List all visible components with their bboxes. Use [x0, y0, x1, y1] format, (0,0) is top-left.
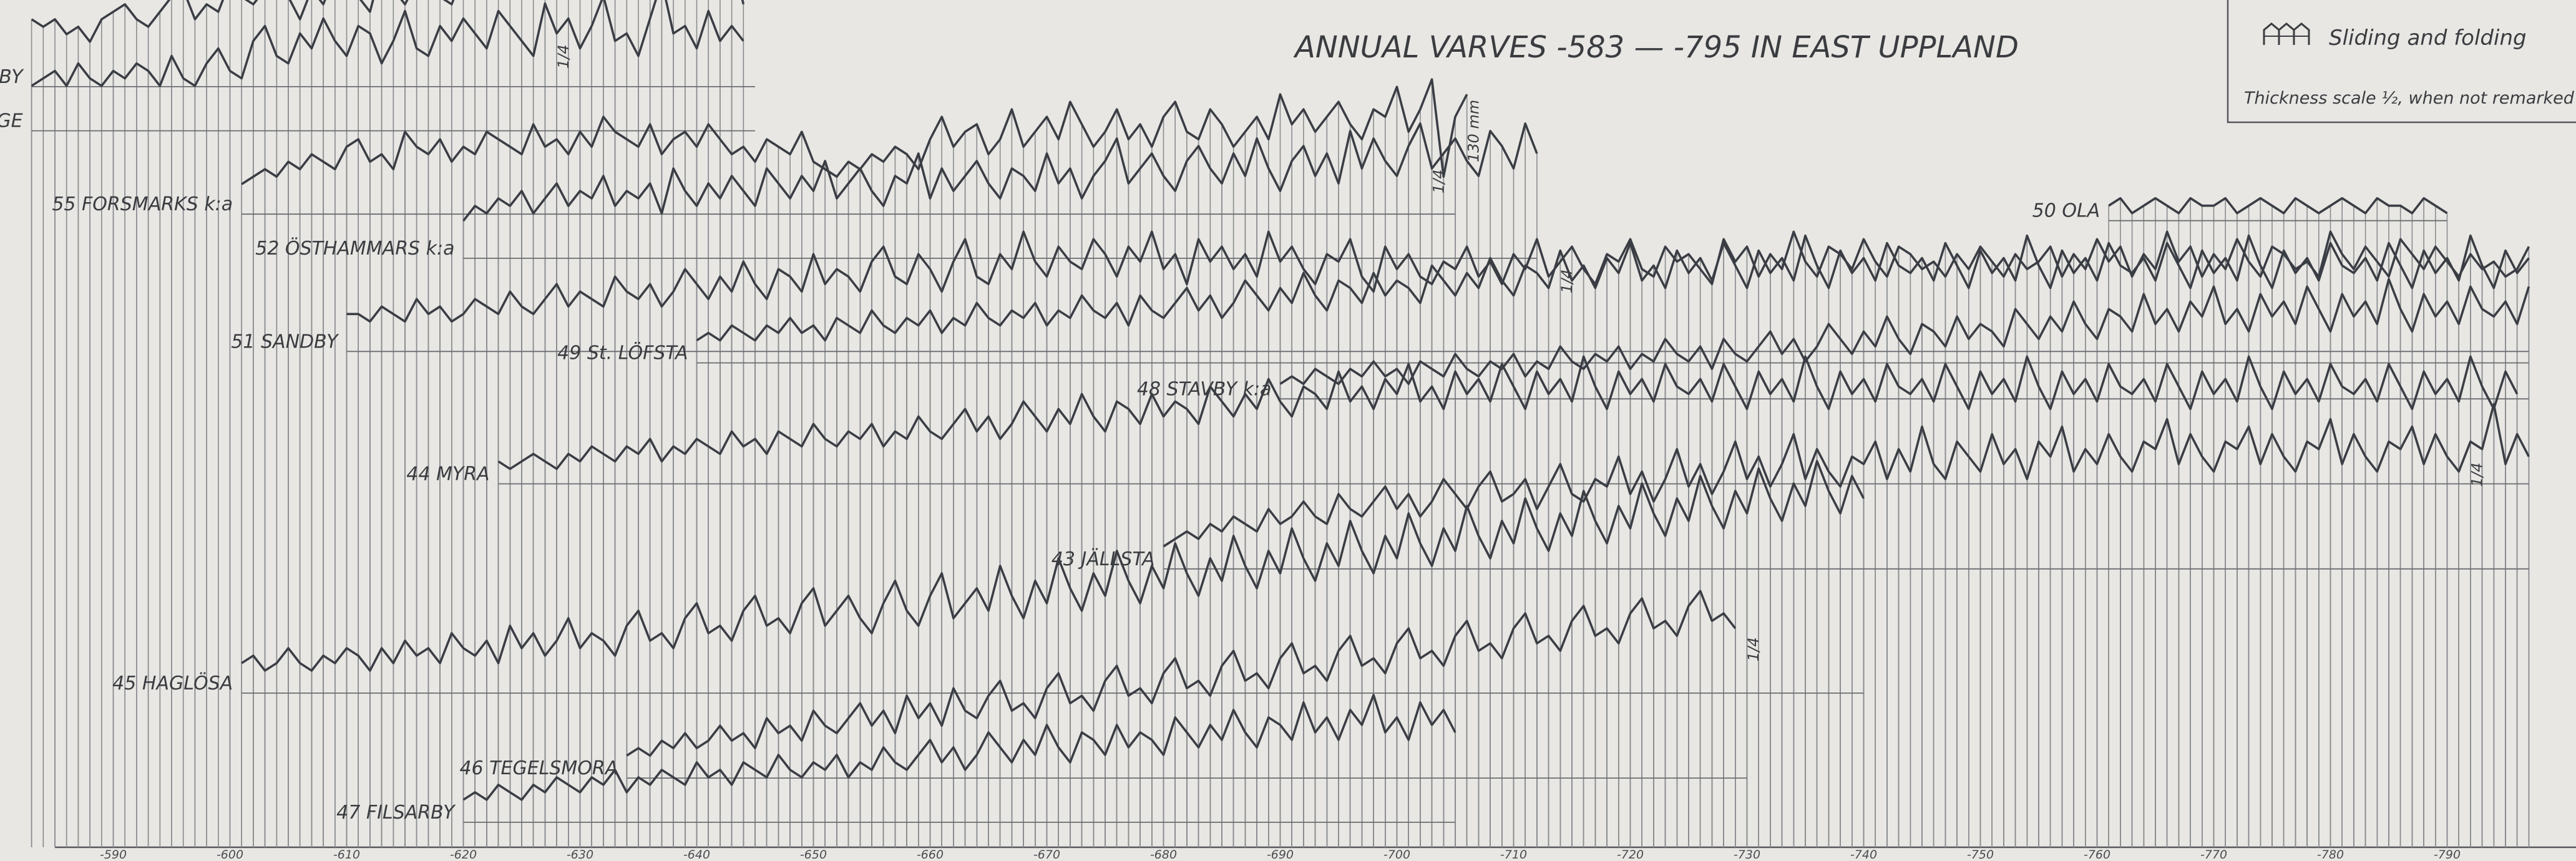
legend: Sliding and folding Thickness scale ½, w…: [2227, 0, 2576, 124]
annotation-label: 1/4: [1558, 269, 1576, 293]
x-tick-label: -730: [1734, 848, 1760, 861]
x-tick-labels: -590 -600 -610 -620 -630 -640 -650 -660 -670 -680…: [100, 848, 2461, 861]
series-line: [497, 355, 2519, 470]
series-line: [31, 0, 745, 43]
x-tick-label: -700: [1383, 848, 1410, 861]
x-tick-label: -590: [100, 848, 127, 861]
series-label: 50 OLA: [2032, 200, 2100, 222]
series-labels: 37 SANDBY 56 SKÄRPLINGE 55 FORSMARKS k:a 52…: [0, 66, 2100, 824]
series-line: [2108, 197, 2448, 215]
sliding-folding-icon: [2263, 22, 2310, 45]
series-label: 49 St. LÖFSTA: [557, 342, 688, 364]
annotation-label: 1/4: [555, 44, 572, 69]
x-tick-label: -720: [1617, 848, 1644, 861]
x-tick-label: -650: [800, 848, 827, 861]
series-label: 51 SANDBY: [231, 331, 339, 353]
year-gridlines: [31, 0, 2576, 849]
x-tick-label: -660: [917, 848, 944, 861]
series-label: 48 STAVBY k:a: [1137, 378, 1272, 400]
x-tick-label: -670: [1033, 848, 1060, 861]
legend-box: [2227, 0, 2576, 124]
x-tick-label: -790: [2434, 848, 2461, 861]
series-label: 37 SANDBY: [0, 66, 24, 88]
x-tick-label: -680: [1150, 848, 1177, 861]
series-line: [1163, 402, 2530, 548]
x-tick-label: -610: [333, 848, 360, 861]
annotation-label: 130 mm: [1465, 100, 1482, 162]
series-label: 45 HAGLÖSA: [112, 672, 233, 694]
annotation-label: 1/4: [1745, 637, 1762, 661]
series-label: 47 FILSARBY: [336, 802, 456, 824]
series-line: [241, 78, 1468, 185]
chart-title: ANNUAL VARVES -583 — -795 IN EAST UPPLAN…: [1293, 30, 2019, 65]
x-tick-label: -710: [1500, 848, 1527, 861]
x-tick-label: -600: [217, 848, 243, 861]
series-lines: [31, 0, 2530, 801]
x-tick-label: -780: [2317, 848, 2344, 861]
series-line: [626, 590, 1737, 757]
annotation-label: 1/4: [1430, 169, 1447, 193]
legend-entry-sliding: Sliding and folding: [2329, 26, 2527, 51]
x-tick-label: -760: [2084, 848, 2110, 861]
series-line: [31, 0, 744, 87]
series-line: [346, 230, 2530, 323]
x-tick-label: -690: [1267, 848, 1294, 861]
x-tick-label: -630: [567, 848, 593, 861]
series-label: 56 SKÄRPLINGE: [0, 110, 23, 132]
series-label: 46 TEGELSMORA: [459, 757, 618, 779]
x-tick-label: -740: [1850, 848, 1877, 861]
series-line: [241, 460, 1865, 672]
x-tick-label: -750: [1967, 848, 1994, 861]
series-label: 44 MYRA: [406, 464, 489, 485]
x-tick-label: -620: [450, 848, 477, 861]
series-line: [462, 694, 1456, 801]
series-label: 55 FORSMARKS k:a: [52, 193, 233, 215]
annotation-label: 1/4: [2469, 462, 2486, 487]
series-line: [462, 122, 1538, 222]
legend-entry-thickness: Thickness scale ½, when not remarked: [2244, 89, 2575, 108]
series-line: [1279, 278, 2530, 386]
x-tick-label: -640: [683, 848, 710, 861]
series-label: 52 ÖSTHAMMARS k:a: [255, 237, 454, 260]
annotations: 1/4 130 mm 1/4 1/4 1/4 1/4: [555, 44, 2486, 661]
series-label: 43 JÄLLSTA: [1051, 548, 1155, 570]
series-line: [696, 234, 2530, 342]
x-tick-label: -770: [2200, 848, 2227, 861]
